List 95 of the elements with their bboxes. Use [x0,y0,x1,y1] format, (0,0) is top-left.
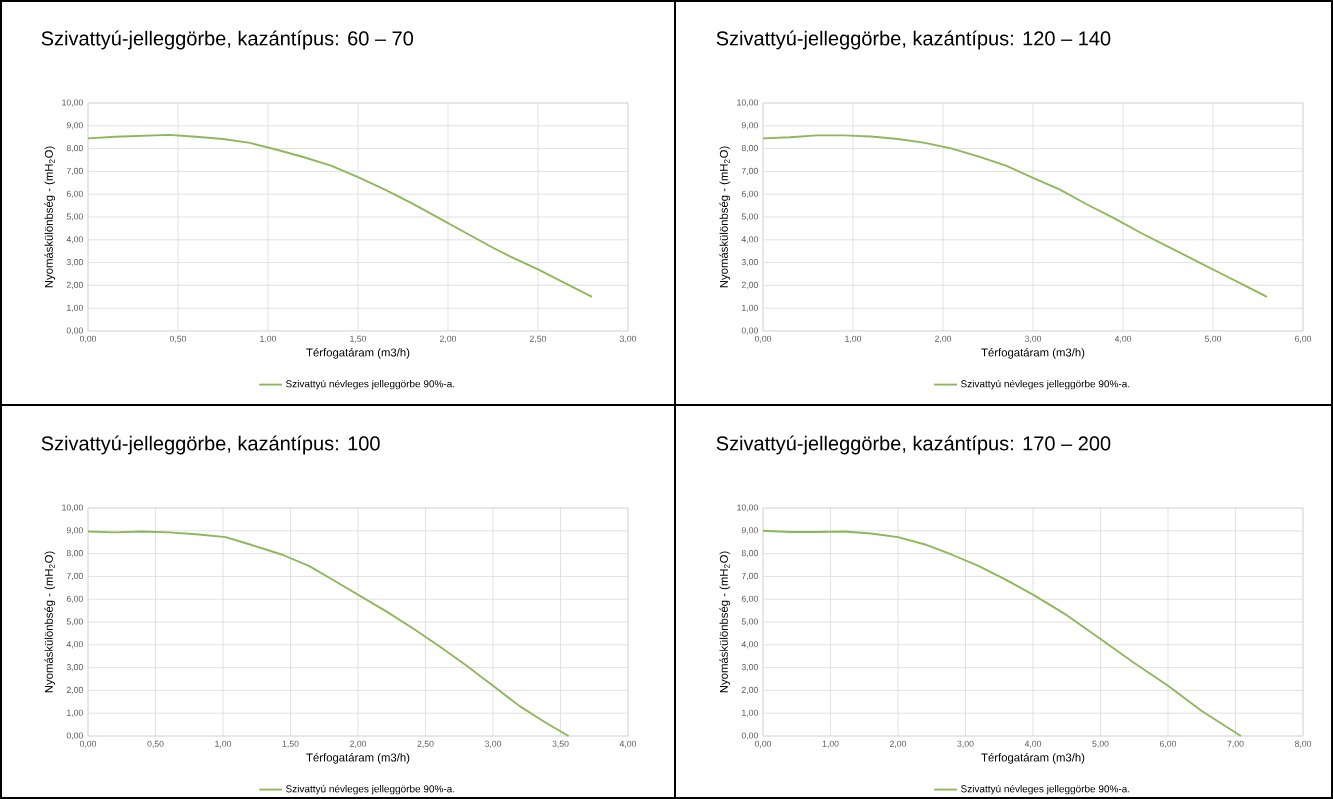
x-tick-label: 2,00 [440,335,457,343]
y-tick-label: 4,00 [741,236,758,244]
x-tick-label: 3,00 [1024,335,1042,343]
y-tick-label: 0,00 [66,732,83,740]
y-tick-label: 7,00 [66,572,83,580]
x-tick-label: 0,00 [754,740,772,748]
x-tick-label: 0,00 [79,335,97,343]
y-tick-label: 1,00 [67,709,83,717]
y-tick-label: 3,00 [66,259,83,267]
x-tick-label: 5,00 [1092,740,1109,748]
y-tick-label: 6,00 [741,595,758,603]
x-tick-label: 1,00 [215,740,232,748]
y-tick-label: 1,00 [67,304,83,312]
y-tick-label: 5,00 [66,213,83,221]
chart-title: Szivattyú-jelleggörbe, kazántípus: 60 – 70 [41,30,414,50]
x-tick-label: 0,50 [147,740,164,748]
x-tick-label: 4,00 [1114,335,1132,343]
y-tick-label: 10,00 [62,99,83,107]
legend-label: Szivattyú névleges jelleggörbe 90%-a. [286,784,455,795]
y-tick-label: 5,00 [66,618,83,626]
y-tick-label: 6,00 [741,190,758,198]
y-tick-label: 8,00 [66,550,83,558]
x-tick-label: 7,00 [1227,740,1244,748]
x-tick-label: 8,00 [1294,740,1312,748]
x-tick-label: 0,50 [169,335,187,343]
x-tick-label: 2,00 [350,740,367,748]
y-tick-label: 0,00 [741,732,758,740]
y-tick-label: 0,00 [66,327,83,335]
legend-label: Szivattyú névleges jelleggörbe 90%-a. [961,379,1130,390]
x-tick-label: 4,00 [619,740,637,748]
x-tick-label: 1,50 [350,335,367,343]
y-tick-label: 2,00 [66,686,83,694]
line-series [87,133,593,298]
chart-title: Szivattyú-jelleggörbe, kazántípus: 170 – 200 [716,435,1111,455]
x-tick-label: 1,00 [845,335,862,343]
x-tick-label: 3,00 [957,740,974,748]
y-tick-label: 7,00 [741,572,758,580]
y-tick-label: 4,00 [741,641,758,649]
x-tick-label: 3,00 [484,740,502,748]
y-tick-label: 8,00 [66,145,83,153]
y-tick-label: 1,00 [742,304,758,312]
y-tick-label: 10,00 [737,99,758,107]
y-tick-label: 2,00 [66,281,83,289]
y-axis-title: Nyomáskülönbség - (mH$_{2}$O) [719,146,731,288]
x-tick-label: 3,50 [552,740,569,748]
legend-label: Szivattyú névleges jelleggörbe 90%-a. [286,379,455,390]
x-tick-label: 5,00 [1204,335,1222,343]
x-tick-label: 1,00 [822,740,839,748]
x-tick-label: 2,00 [935,335,952,343]
x-tick-label: 0,00 [754,335,772,343]
y-tick-label: 6,00 [66,190,83,198]
y-axis-title: Nyomáskülönbség - (mH$_{2}$O) [719,551,731,693]
y-tick-label: 4,00 [66,236,83,244]
y-tick-label: 3,00 [741,259,758,267]
x-tick-label: 0,00 [79,740,97,748]
y-tick-label: 5,00 [741,618,758,626]
chart-title: Szivattyú-jelleggörbe, kazántípus: 100 [41,435,380,455]
y-tick-label: 9,00 [66,527,83,535]
y-tick-label: 0,00 [741,327,758,335]
x-tick-label: 4,00 [1024,740,1042,748]
x-axis-title: Térfogatáram (m3/h) [306,753,410,764]
y-tick-label: 3,00 [741,664,758,672]
y-tick-label: 4,00 [66,641,83,649]
line-series [762,529,1242,737]
y-tick-label: 7,00 [66,167,83,175]
x-axis-title: Térfogatáram (m3/h) [981,348,1085,359]
y-tick-label: 5,00 [741,213,758,221]
y-tick-label: 10,00 [62,504,83,512]
x-tick-label: 3,00 [619,335,637,343]
y-tick-label: 9,00 [741,527,758,535]
x-tick-label: 1,50 [282,740,299,748]
y-tick-label: 9,00 [741,122,758,130]
legend-label: Szivattyú névleges jelleggörbe 90%-a. [961,784,1130,795]
x-tick-label: 2,50 [417,740,434,748]
chart-title: Szivattyú-jelleggörbe, kazántípus: 120 – 140 [716,30,1111,50]
x-tick-label: 6,00 [1295,335,1312,343]
x-tick-label: 2,00 [890,740,907,748]
y-tick-label: 3,00 [66,664,83,672]
y-tick-label: 1,00 [742,709,758,717]
x-tick-label: 2,50 [530,335,547,343]
y-tick-label: 10,00 [737,504,758,512]
y-tick-label: 8,00 [741,145,758,153]
y-tick-label: 2,00 [741,281,758,289]
x-tick-label: 6,00 [1160,740,1177,748]
line-series [762,134,1268,298]
x-axis-title: Térfogatáram (m3/h) [306,348,410,359]
y-tick-label: 9,00 [66,122,83,130]
y-tick-label: 6,00 [66,595,83,603]
y-tick-label: 8,00 [741,550,758,558]
x-tick-label: 1,00 [260,335,277,343]
y-tick-label: 2,00 [741,686,758,694]
y-tick-label: 7,00 [741,167,758,175]
x-axis-title: Térfogatáram (m3/h) [981,753,1085,764]
y-axis-title: Nyomáskülönbség - (mH$_{2}$O) [44,551,56,693]
y-axis-title: Nyomáskülönbség - (mH$_{2}$O) [44,146,56,288]
